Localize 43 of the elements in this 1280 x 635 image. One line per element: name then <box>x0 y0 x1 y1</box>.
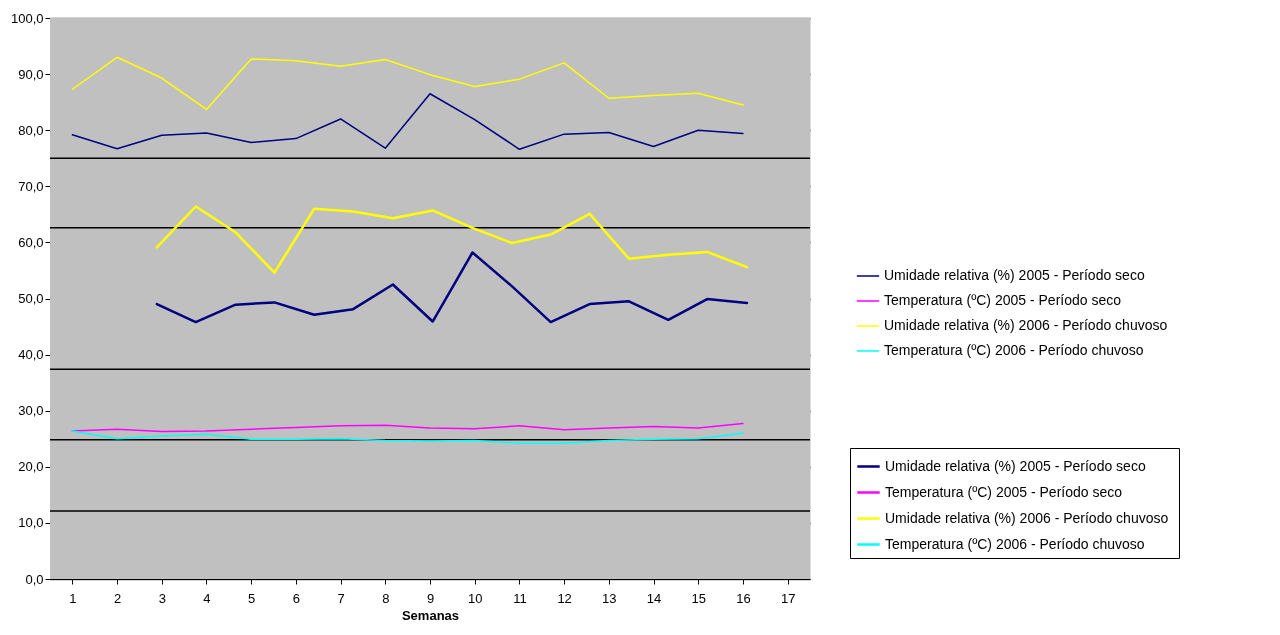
x-tick-label: 7 <box>337 590 345 606</box>
y-tick-label: 80,0 <box>18 122 44 138</box>
line-series <box>155 205 749 274</box>
y-tick-label: 10,0 <box>18 515 44 531</box>
y-tick-label: 60,0 <box>18 234 44 250</box>
x-tick-label: 14 <box>646 590 662 606</box>
x-axis-title: Semanas <box>401 607 460 623</box>
legend-label: Temperatura (ºC) 2006 - Período chuvoso <box>885 535 1145 552</box>
line-series <box>71 56 744 111</box>
x-tick-label: 3 <box>158 590 166 606</box>
legend-label: Temperatura (ºC) 2005 - Período seco <box>885 483 1123 500</box>
x-tick-label: 11 <box>513 590 527 606</box>
y-tick-label: 100,0 <box>10 10 44 26</box>
x-tick-label: 12 <box>557 590 572 606</box>
x-tick-label: 16 <box>736 590 751 606</box>
legend-label: Umidade relativa (%) 2006 - Período chuvoso <box>885 509 1169 526</box>
y-tick-label: 40,0 <box>18 347 44 363</box>
x-tick-label: 13 <box>602 590 617 606</box>
line-series <box>71 430 744 444</box>
x-tick-label: 8 <box>382 590 390 606</box>
x-tick-label: 17 <box>780 590 796 606</box>
line-series <box>71 422 744 433</box>
legend-label: Umidade relativa (%) 2005 - Período seco <box>884 267 1145 283</box>
legend-label: Umidade relativa (%) 2006 - Período chuvoso <box>884 317 1168 333</box>
x-tick-label: 5 <box>248 590 256 606</box>
y-tick-label: 30,0 <box>18 403 44 419</box>
y-tick-label: 20,0 <box>18 459 44 475</box>
x-tick-label: 1 <box>69 590 77 606</box>
x-tick-label: 9 <box>426 590 435 606</box>
line-series <box>155 251 749 324</box>
legend-label: Umidade relativa (%) 2005 - Período seco <box>885 457 1146 474</box>
y-tick-label: 70,0 <box>18 178 44 194</box>
y-tick-label: 90,0 <box>18 66 44 82</box>
x-tick-label: 4 <box>203 590 211 606</box>
x-tick-label: 10 <box>467 590 483 606</box>
x-tick-label: 15 <box>691 590 706 606</box>
line-series <box>71 92 744 151</box>
legend-label: Temperatura (ºC) 2005 - Período seco <box>884 292 1122 308</box>
x-tick-label: 2 <box>113 590 122 606</box>
legend-label: Temperatura (ºC) 2006 - Período chuvoso <box>884 342 1144 358</box>
x-tick-label: 6 <box>292 590 300 606</box>
y-tick-label: 0,0 <box>25 571 44 587</box>
y-tick-label: 50,0 <box>18 291 44 306</box>
